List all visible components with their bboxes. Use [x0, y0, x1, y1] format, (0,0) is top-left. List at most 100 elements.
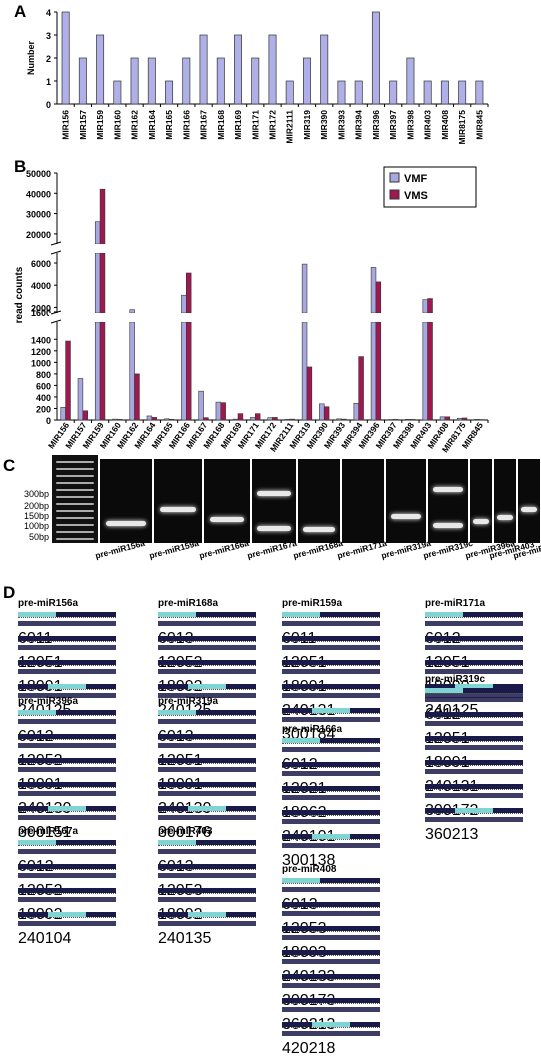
- structure-row: [18, 734, 130, 740]
- structure-row: [282, 878, 394, 884]
- structure-row: [282, 771, 394, 777]
- structure-row: [158, 645, 270, 651]
- structure-row: [282, 983, 394, 989]
- y-tick-label: 30000: [26, 210, 51, 220]
- paired-region: [425, 745, 523, 750]
- gel-lane: [470, 459, 492, 543]
- structure-block: 60121205118091240131300172360213: [425, 688, 537, 832]
- bar-vmf: [164, 419, 169, 420]
- alignment-dots: [282, 665, 380, 666]
- paired-region: [158, 921, 256, 926]
- alignment-dots: [282, 883, 380, 884]
- structure-row: [425, 736, 537, 742]
- ladder-band: [56, 461, 94, 463]
- structure-row-group: 240133: [282, 950, 394, 974]
- paired-region: [282, 1031, 380, 1036]
- structure-row: [282, 911, 394, 917]
- alignment-dots: [282, 955, 380, 956]
- paired-region: [158, 719, 256, 724]
- paired-region: [18, 815, 116, 820]
- gel-lane: [204, 459, 250, 543]
- gel-band: [433, 487, 463, 492]
- chart-b: 0200400600800100012001400160020004000600…: [0, 160, 541, 460]
- y-tick-label: 2: [46, 54, 51, 64]
- paired-region: [18, 719, 116, 724]
- bar-vmf: [61, 407, 66, 420]
- x-tick-label: MIR169: [233, 110, 243, 140]
- bar: [321, 35, 328, 104]
- structure-title: pre-miR319c: [425, 674, 485, 685]
- structure-row-group: 360213: [282, 998, 394, 1022]
- structure-row: [282, 612, 394, 618]
- y-tick-label: 6000: [31, 259, 51, 269]
- alignment-dots: [158, 869, 256, 870]
- y-tick-label: 20000: [26, 230, 51, 240]
- bar-vms: [273, 417, 278, 420]
- gel-lane: [386, 459, 426, 543]
- ladder-band: [56, 524, 94, 526]
- structure-row-group: 420218: [282, 1022, 394, 1046]
- structure-position-top: 240: [18, 930, 45, 947]
- gel-size-label: 100bp: [24, 521, 49, 531]
- y-tick-label: 40000: [26, 189, 51, 199]
- bar: [79, 58, 86, 104]
- paired-region: [282, 771, 380, 776]
- alignment-dots: [282, 839, 380, 840]
- bar-vmf: [95, 253, 100, 313]
- alignment-dots: [158, 665, 256, 666]
- structure-row-group: 12051: [425, 636, 537, 660]
- gel-band: [521, 507, 538, 512]
- paired-region: [158, 669, 256, 674]
- bar-vmf: [95, 222, 100, 244]
- x-tick-label: MIR8175: [457, 110, 467, 145]
- bar-vmf: [233, 419, 238, 420]
- gel-band: [433, 523, 463, 528]
- alignment-dots: [158, 787, 256, 788]
- ladder-band: [56, 510, 94, 512]
- gel-lane: [252, 459, 296, 543]
- bar-vms: [445, 417, 450, 420]
- structure-row: [18, 806, 130, 812]
- structure-row: [158, 921, 270, 927]
- x-tick-label: MIR165: [164, 110, 174, 140]
- paired-region: [282, 887, 380, 892]
- paired-region: [18, 621, 116, 626]
- bar-vms: [341, 419, 346, 420]
- structure-row: [425, 636, 537, 642]
- bar-vms: [290, 419, 295, 420]
- gel-band: [391, 514, 421, 519]
- structure-row-group: 18092: [158, 888, 270, 912]
- gel-band: [106, 521, 146, 526]
- structure-row: [282, 762, 394, 768]
- structure-row: [18, 621, 130, 627]
- structure-row: [158, 684, 270, 690]
- structure-row: [282, 747, 394, 753]
- structure-row-group: 18093: [282, 926, 394, 950]
- alignment-dots: [18, 641, 116, 642]
- structure-row: [18, 645, 130, 651]
- structure-row: [425, 712, 537, 718]
- alignment-dots: [425, 617, 523, 618]
- structure-title: pre-miR319a: [158, 696, 218, 707]
- bar: [252, 58, 259, 104]
- x-tick-label: MIR397: [388, 110, 398, 140]
- bar-vms: [135, 374, 140, 420]
- ladder-band: [56, 496, 94, 498]
- paired-region: [282, 911, 380, 916]
- paired-region: [425, 793, 523, 798]
- structure-row: [282, 645, 394, 651]
- structure-row-group: 6011: [282, 612, 394, 636]
- bar: [165, 81, 172, 104]
- alignment-dots: [425, 741, 523, 742]
- alignment-dots: [282, 743, 380, 744]
- alignment-dots: [425, 717, 523, 718]
- structure-row: [282, 621, 394, 627]
- structure-row: [18, 840, 130, 846]
- gel-size-label: 200bp: [24, 501, 49, 511]
- structure-row: [158, 806, 270, 812]
- structure-row-group: 240130: [18, 782, 130, 806]
- ladder-band: [56, 538, 94, 540]
- gel-band: [257, 526, 290, 531]
- paired-region: [282, 645, 380, 650]
